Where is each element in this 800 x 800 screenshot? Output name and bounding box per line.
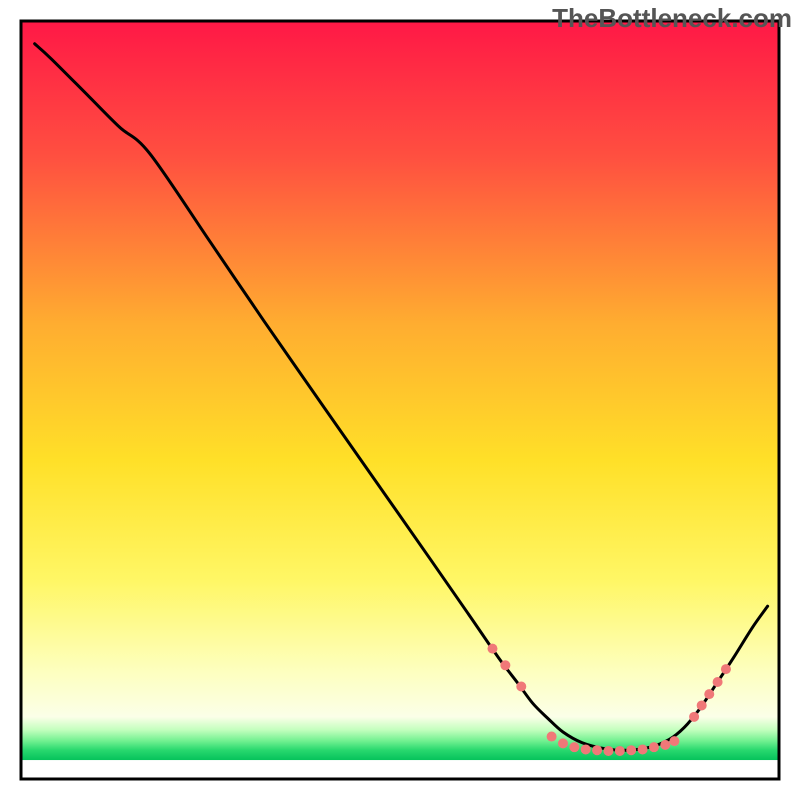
gradient-background bbox=[21, 21, 779, 779]
bottleneck-chart bbox=[0, 0, 800, 800]
chart-stage: TheBottleneck.com bbox=[0, 0, 800, 800]
baseline-white-strip bbox=[21, 760, 779, 779]
watermark-text: TheBottleneck.com bbox=[552, 3, 792, 34]
